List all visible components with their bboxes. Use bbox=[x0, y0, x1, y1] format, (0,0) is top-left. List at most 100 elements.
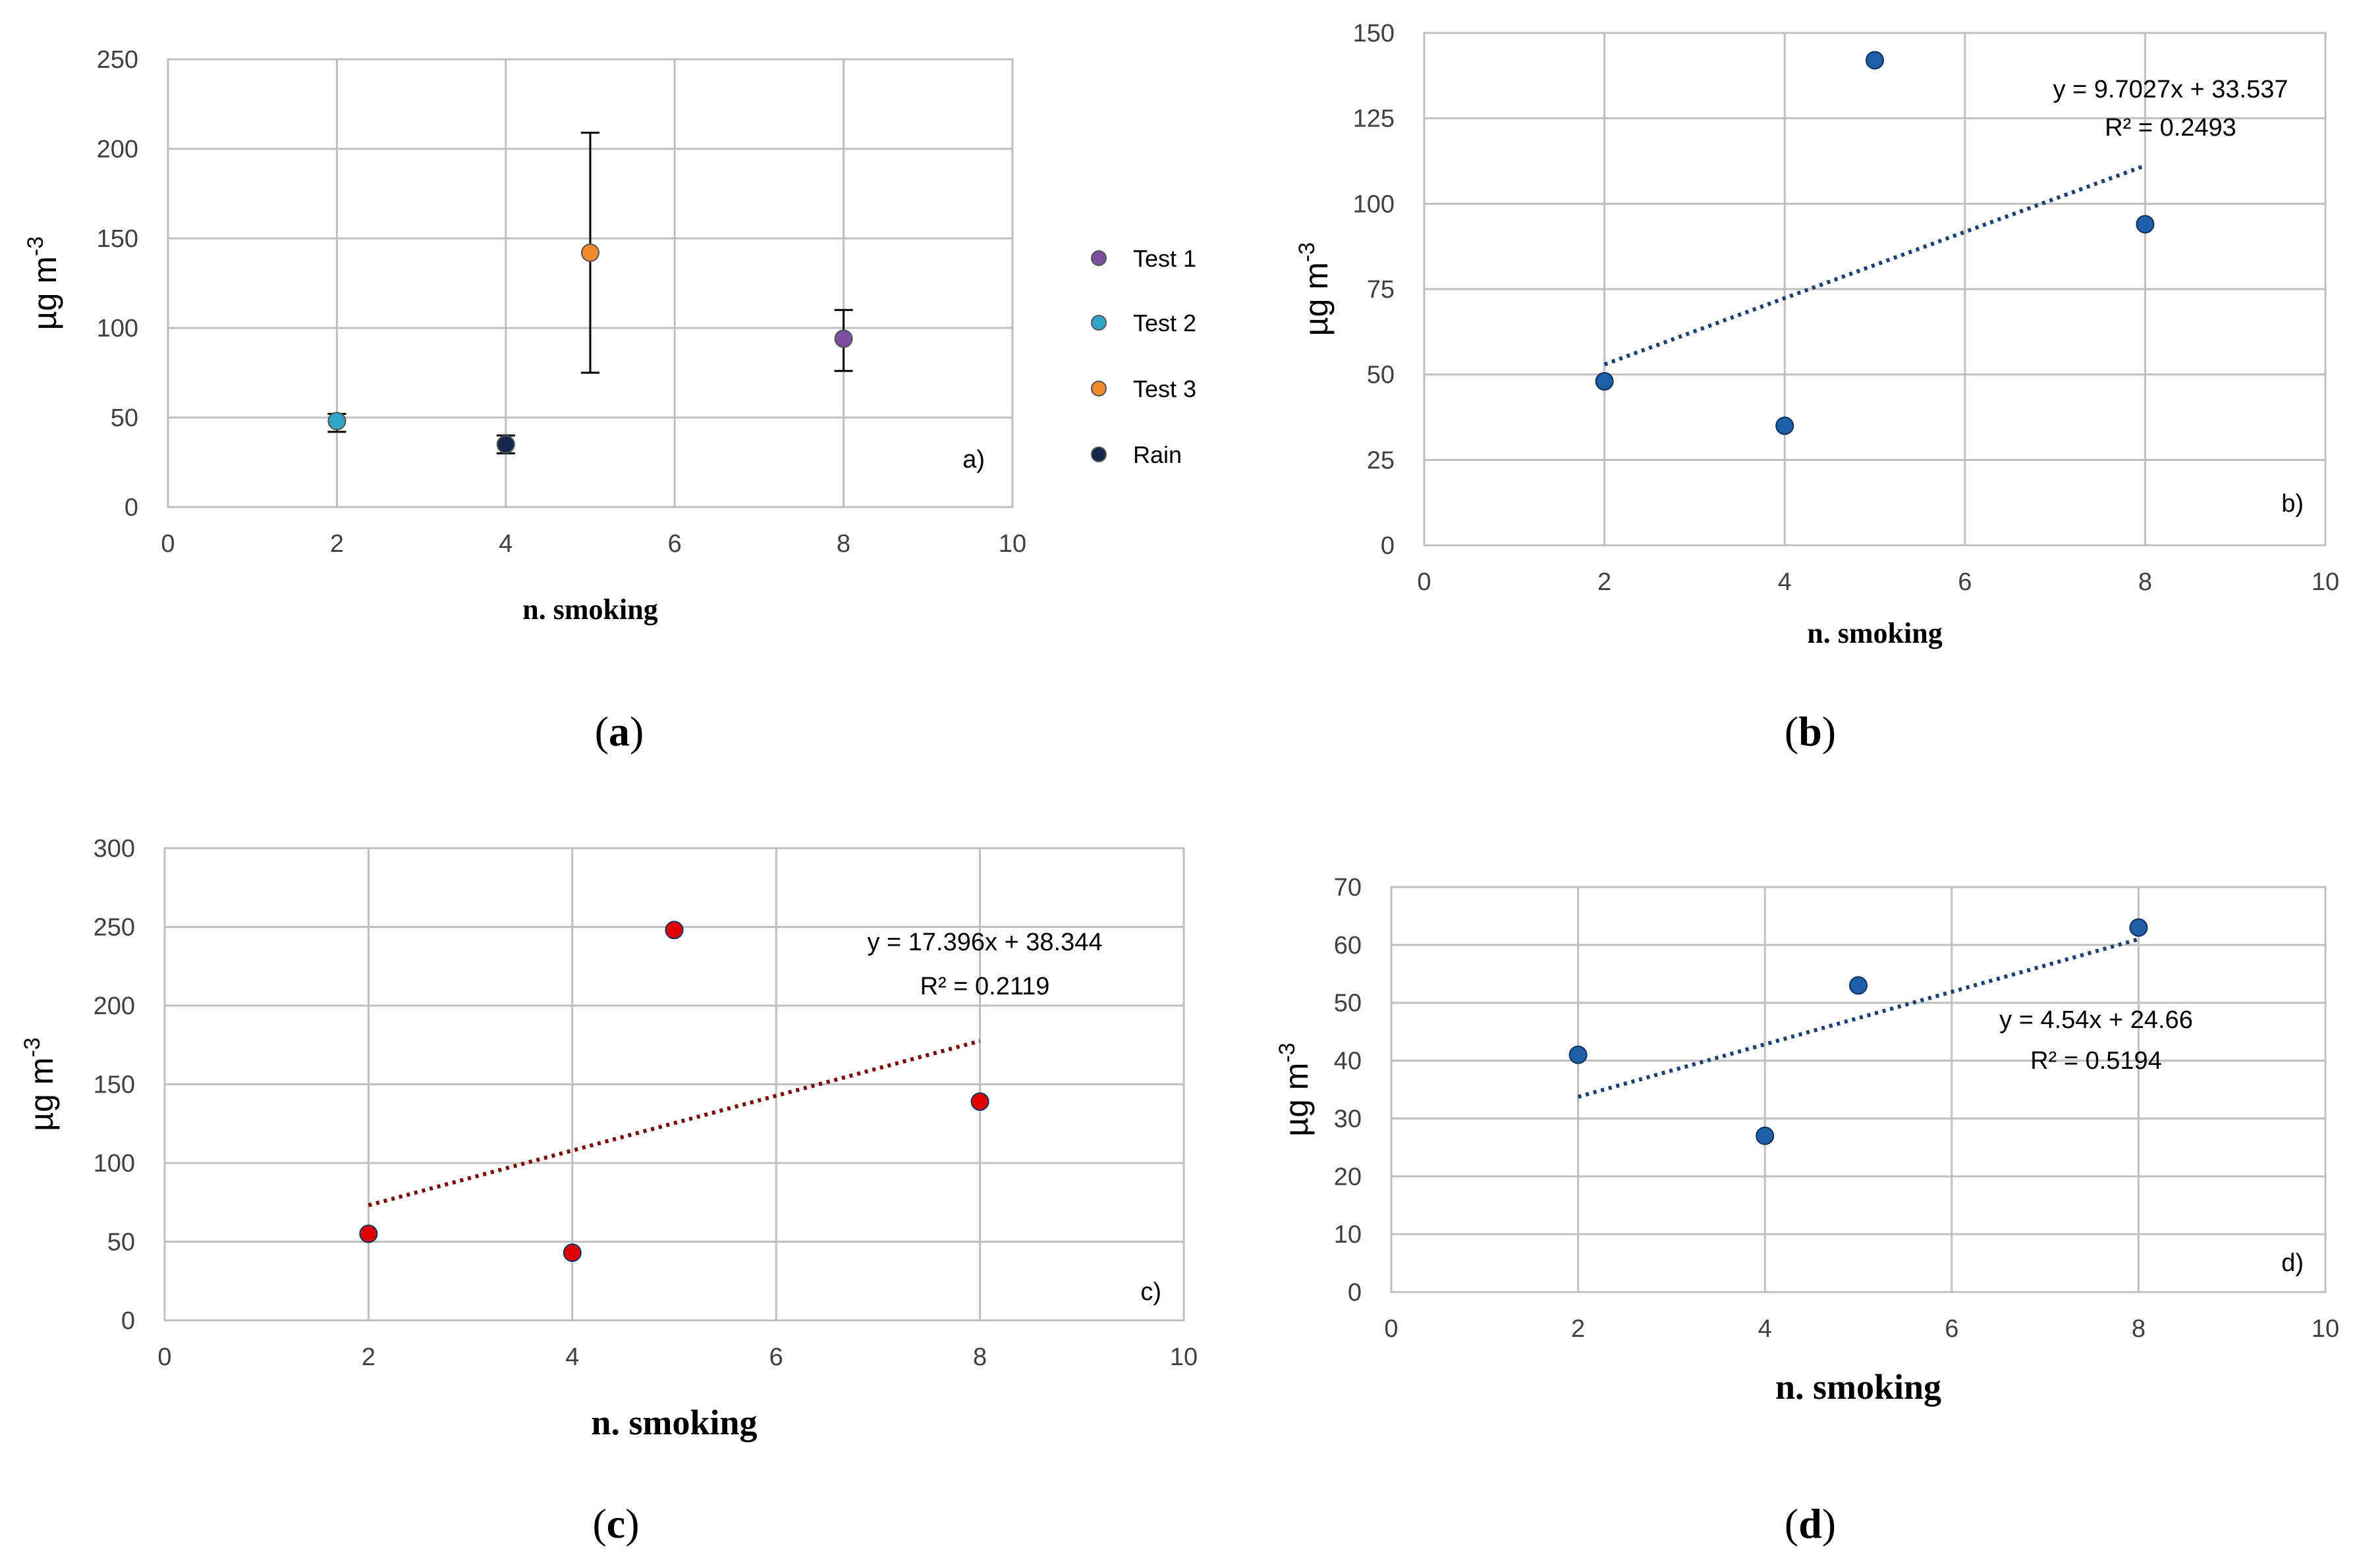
legend-label: Rain bbox=[1133, 441, 1182, 468]
y-tick-label: 60 bbox=[1334, 932, 1362, 960]
chart-panel-b: 0 25 50 75 100 125 150 0 2 4 6 8 10 n. smoking µg m-3 b… bbox=[1294, 20, 2339, 755]
trend-r-squared: R² = 0.2493 bbox=[2105, 114, 2236, 142]
x-tick-label: 8 bbox=[837, 530, 850, 558]
y-tick-label: 100 bbox=[94, 1150, 135, 1177]
data-point-test-1 bbox=[834, 329, 853, 348]
x-tick-label: 2 bbox=[362, 1343, 375, 1371]
data-point bbox=[1595, 372, 1614, 391]
y-tick-label: 0 bbox=[1381, 532, 1395, 560]
x-tick-label: 8 bbox=[973, 1343, 987, 1371]
y-tick-label: 150 bbox=[94, 1071, 135, 1099]
x-tick-label: 2 bbox=[330, 530, 344, 558]
trend-r-squared: R² = 0.5194 bbox=[2030, 1047, 2162, 1075]
panel-caption: (c) bbox=[592, 1500, 639, 1547]
y-tick-label: 50 bbox=[1334, 990, 1362, 1017]
x-tick-label: 6 bbox=[769, 1343, 783, 1371]
plot-area bbox=[163, 847, 1185, 1322]
plot-panel-label: a) bbox=[962, 446, 985, 473]
x-tick-label: 6 bbox=[668, 530, 682, 558]
data-point bbox=[1775, 416, 1794, 435]
y-tick-label: 75 bbox=[1367, 276, 1395, 304]
plot-panel-label: d) bbox=[2281, 1249, 2304, 1277]
data-point bbox=[970, 1092, 989, 1111]
chart-panel-c: 0 50 100 150 200 250 300 0 2 4 6 8 10 n. smoking µg m-… bbox=[20, 835, 1198, 1547]
panel-caption: (a) bbox=[595, 708, 644, 755]
trend-line bbox=[1577, 937, 2140, 1099]
data-point bbox=[665, 921, 684, 940]
legend-marker bbox=[1091, 381, 1107, 396]
x-tick-label: 4 bbox=[565, 1343, 579, 1371]
data-point bbox=[359, 1224, 378, 1243]
x-axis-label: n. smoking bbox=[1807, 617, 1942, 649]
legend-marker bbox=[1091, 315, 1107, 331]
legend-label: Test 1 bbox=[1133, 245, 1196, 272]
data-point bbox=[1568, 1045, 1588, 1064]
x-tick-label: 10 bbox=[2312, 1315, 2339, 1343]
y-axis-label: µg m-3 bbox=[1275, 1042, 1315, 1136]
y-tick-label: 100 bbox=[97, 315, 138, 342]
x-tick-label: 4 bbox=[499, 530, 513, 558]
x-tick-label: 4 bbox=[1778, 568, 1792, 596]
legend-marker bbox=[1091, 250, 1107, 266]
plot-area bbox=[1390, 886, 2327, 1293]
legend-label: Test 3 bbox=[1133, 375, 1196, 402]
y-tick-label: 10 bbox=[1334, 1221, 1362, 1249]
data-point-test-2 bbox=[327, 412, 347, 431]
y-tick-label: 150 bbox=[97, 225, 138, 253]
x-tick-label: 4 bbox=[1758, 1315, 1772, 1343]
y-axis-label: µg m-3 bbox=[23, 236, 63, 330]
x-tick-label: 8 bbox=[2132, 1315, 2146, 1343]
y-axis-label: µg m-3 bbox=[1294, 242, 1335, 336]
y-tick-label: 150 bbox=[1353, 20, 1395, 47]
trend-equation: y = 4.54x + 24.66 bbox=[1999, 1006, 2193, 1034]
y-tick-label: 100 bbox=[1353, 190, 1395, 218]
legend-label: Test 2 bbox=[1133, 310, 1196, 337]
y-tick-label: 0 bbox=[121, 1307, 135, 1335]
x-tick-label: 10 bbox=[2312, 568, 2339, 596]
data-point bbox=[2136, 215, 2155, 234]
legend-marker bbox=[1091, 446, 1107, 462]
y-tick-label: 250 bbox=[94, 914, 135, 942]
y-axis-label: µg m-3 bbox=[20, 1037, 60, 1131]
y-tick-label: 0 bbox=[125, 494, 138, 522]
data-point bbox=[2129, 918, 2148, 937]
x-axis-label: n. smoking bbox=[591, 1403, 757, 1442]
y-tick-label: 250 bbox=[97, 46, 138, 74]
panel-caption: (b) bbox=[1785, 708, 1836, 755]
data-point-test-3 bbox=[581, 243, 599, 262]
chart-panel-a: 0 50 100 150 200 250 0 2 4 6 8 10 n. smoking µg m-3 a)… bbox=[23, 46, 1196, 755]
data-point bbox=[1756, 1126, 1775, 1145]
y-tick-label: 125 bbox=[1353, 105, 1395, 133]
y-tick-label: 200 bbox=[94, 992, 135, 1020]
x-tick-label: 0 bbox=[1384, 1315, 1398, 1343]
data-point bbox=[563, 1243, 582, 1262]
y-tick-label: 20 bbox=[1334, 1163, 1362, 1191]
plot-panel-label: b) bbox=[2281, 490, 2304, 518]
chart-panel-d: 0 10 20 30 40 50 60 70 0 2 4 6 8 10 n. smoking µg m-3 d)… bbox=[1275, 874, 2339, 1547]
y-tick-label: 25 bbox=[1367, 446, 1395, 474]
y-tick-label: 30 bbox=[1334, 1105, 1362, 1133]
trend-equation: y = 9.7027x + 33.537 bbox=[2053, 76, 2288, 103]
y-tick-label: 50 bbox=[1367, 362, 1395, 389]
data-point-rain bbox=[496, 435, 515, 454]
data-point bbox=[1866, 51, 1884, 70]
y-tick-label: 70 bbox=[1334, 874, 1362, 902]
x-tick-label: 8 bbox=[2138, 568, 2152, 596]
x-tick-label: 6 bbox=[1958, 568, 1972, 596]
x-axis-label: n. smoking bbox=[522, 593, 657, 626]
x-tick-label: 0 bbox=[161, 530, 175, 558]
x-tick-label: 2 bbox=[1571, 1315, 1585, 1343]
plot-area bbox=[1423, 32, 2327, 547]
x-tick-label: 10 bbox=[1170, 1343, 1198, 1371]
x-tick-label: 0 bbox=[157, 1343, 171, 1371]
x-tick-label: 6 bbox=[1945, 1315, 1958, 1343]
x-tick-label: 0 bbox=[1417, 568, 1431, 596]
data-point bbox=[1849, 976, 1868, 995]
y-tick-label: 300 bbox=[94, 835, 135, 863]
trend-equation: y = 17.396x + 38.344 bbox=[867, 929, 1102, 956]
panel-caption: (d) bbox=[1785, 1500, 1836, 1547]
y-tick-label: 0 bbox=[1348, 1279, 1362, 1307]
plot-area bbox=[167, 58, 1014, 508]
x-axis-label: n. smoking bbox=[1775, 1367, 1941, 1407]
